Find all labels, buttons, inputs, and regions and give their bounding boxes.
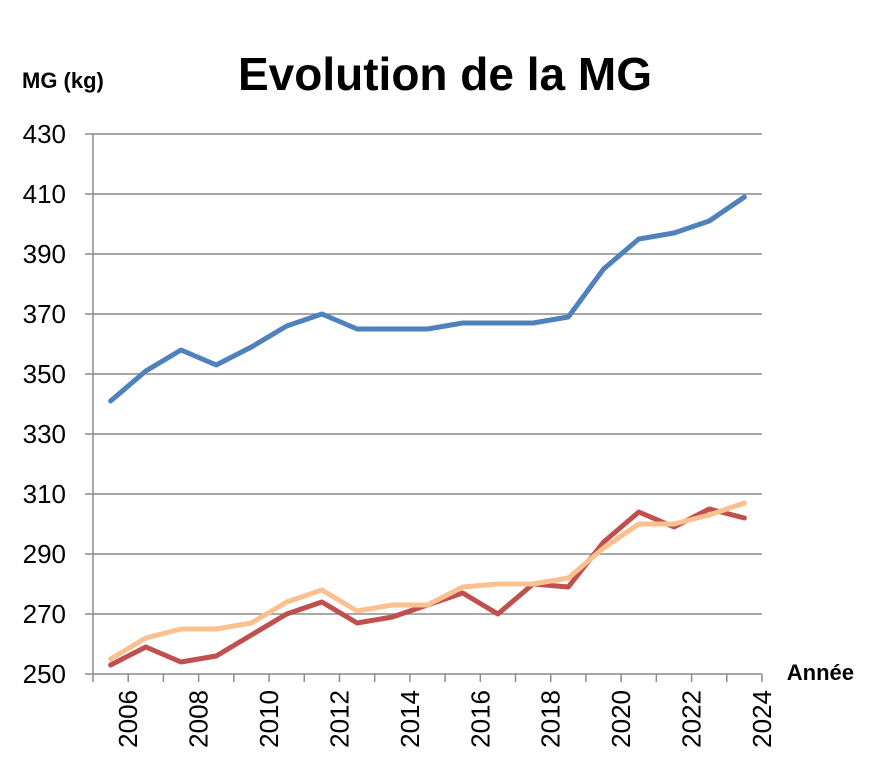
y-tick-label: 250 [23, 659, 66, 689]
y-tick-labels: 250 270 290 310 330 350 370 390 410 430 [23, 119, 66, 689]
x-tick-label: 2022 [677, 690, 707, 748]
y-tick-label: 270 [23, 599, 66, 629]
x-tick-label: 2010 [254, 690, 284, 748]
y-tick-label: 330 [23, 419, 66, 449]
data-series [108, 194, 747, 668]
x-tick-label: 2016 [465, 690, 495, 748]
x-tick-label: 2020 [606, 690, 636, 748]
x-tick-labels: 2006 2008 2010 2012 2014 2016 2018 2020 2022 2024 [113, 690, 777, 748]
y-tick-label: 290 [23, 539, 66, 569]
gridlines [85, 133, 762, 615]
y-tick-label: 370 [23, 299, 66, 329]
series-line-3 [108, 500, 747, 662]
y-tick-label: 430 [23, 119, 66, 149]
chart-title: Evolution de la MG [238, 48, 652, 100]
x-axis-label: Année [787, 660, 854, 685]
x-tick-label: 2014 [395, 690, 425, 748]
axes [85, 134, 763, 682]
y-axis-label: MG (kg) [22, 68, 104, 93]
x-tick-label: 2008 [184, 690, 214, 748]
y-tick-label: 350 [23, 359, 66, 389]
y-tick-label: 310 [23, 479, 66, 509]
x-tick-label: 2018 [536, 690, 566, 748]
y-tick-label: 390 [23, 239, 66, 269]
x-tick-label: 2024 [747, 690, 777, 748]
x-tick-label: 2006 [113, 690, 143, 748]
series-line-2 [108, 506, 747, 668]
x-tick-label: 2012 [324, 690, 354, 748]
y-tick-label: 410 [23, 179, 66, 209]
series-line-1 [108, 194, 747, 404]
